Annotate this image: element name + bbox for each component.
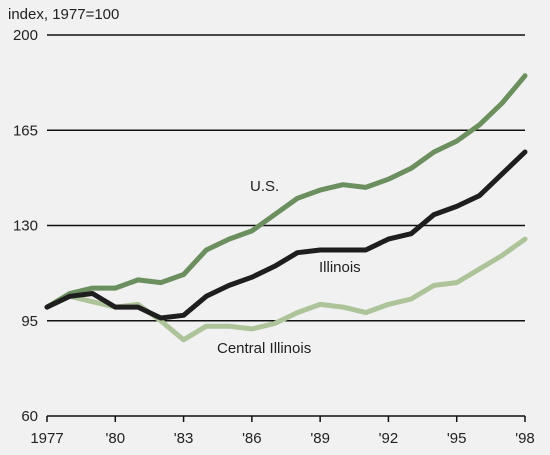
x-tick-label: '83 bbox=[174, 430, 194, 447]
y-tick-label: 165 bbox=[13, 122, 38, 139]
x-tick-label: '95 bbox=[447, 430, 467, 447]
y-tick-label: 130 bbox=[13, 218, 38, 235]
x-tick-label: '86 bbox=[242, 430, 262, 447]
grid bbox=[47, 34, 525, 417]
y-axis-ticks: 60 95 130 165 200 bbox=[13, 27, 38, 425]
y-tick-label: 200 bbox=[13, 27, 38, 44]
series-line-u-s bbox=[44, 73, 528, 310]
x-tick-label: '92 bbox=[379, 430, 399, 447]
series-line-illinois bbox=[44, 149, 528, 321]
x-tick-label: '89 bbox=[310, 430, 330, 447]
y-tick-label: 60 bbox=[21, 408, 38, 425]
series-label-us: U.S. bbox=[250, 178, 279, 195]
x-tick-label: 1977 bbox=[30, 430, 63, 447]
series-label-illinois: Illinois bbox=[319, 259, 361, 276]
x-tick-label: '98 bbox=[515, 430, 535, 447]
series-lines bbox=[44, 73, 528, 343]
x-axis-ticks: 1977 '80 '83 '86 '89 '92 '95 '98 bbox=[30, 416, 535, 447]
series-label-central-illinois: Central Illinois bbox=[217, 340, 311, 357]
y-axis-label: index, 1977=100 bbox=[8, 6, 119, 23]
x-tick-label: '80 bbox=[106, 430, 126, 447]
y-tick-label: 95 bbox=[21, 313, 38, 330]
